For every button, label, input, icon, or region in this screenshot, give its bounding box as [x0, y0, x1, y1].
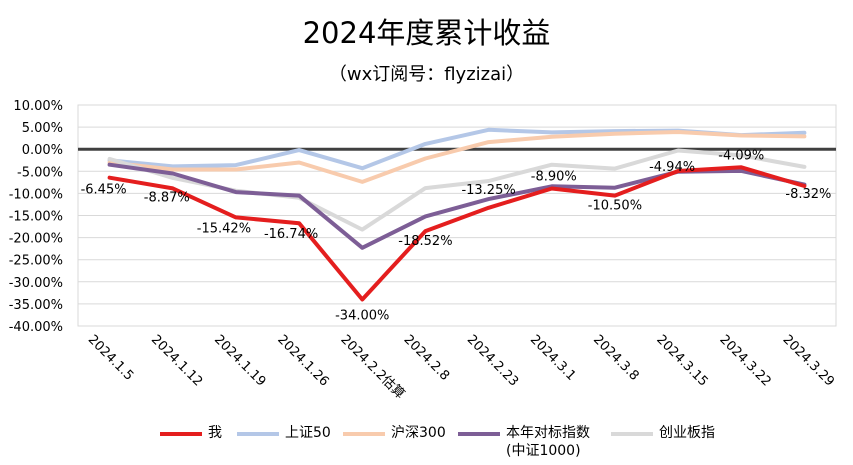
x-tick-label: 2024.1.19 [211, 332, 268, 389]
x-tick-label: 2024.1.5 [85, 332, 137, 384]
legend-swatch [458, 432, 500, 436]
chart-subtitle: （wx订阅号：flyzizai） [328, 64, 525, 85]
data-label: -4.94% [649, 160, 695, 175]
y-tick-label: 5.00% [22, 121, 63, 136]
legend-label: 上证50 [285, 425, 331, 441]
data-label: -16.74% [264, 227, 318, 242]
x-tick-label: 2024.3.22 [716, 332, 773, 389]
legend-swatch [611, 432, 653, 436]
data-label: -10.50% [588, 199, 642, 214]
y-tick-label: -10.00% [9, 187, 63, 202]
legend-label: 我 [208, 425, 222, 441]
legend-label: 本年对标指数 (中证1000) [506, 425, 590, 459]
data-label: -8.32% [785, 187, 831, 202]
chart-title: 2024年度累计收益 [302, 16, 551, 50]
legend-swatch [343, 432, 385, 436]
series-line [107, 165, 807, 302]
x-tick-label: 2024.1.26 [274, 332, 331, 389]
x-tick-label: 2024.1.12 [148, 332, 205, 389]
data-label: -8.90% [531, 170, 577, 185]
legend-item: 本年对标指数 (中证1000) [458, 424, 590, 460]
legend-item: 创业板指 [611, 424, 715, 442]
data-label: -13.25% [461, 183, 515, 198]
legend: 我 上证50 沪深300 本年对标指数 (中证1000) 创业板指 [0, 424, 853, 464]
y-tick-label: -15.00% [9, 210, 63, 225]
plot-border [77, 104, 837, 327]
series-line [107, 130, 807, 184]
plot-area: 10.00% 5.00% 0.00% -5.00% -10.00% -15.00% -20.… [9, 99, 837, 402]
legend-swatch [160, 432, 202, 436]
legend-label: 沪深300 [391, 425, 446, 441]
data-label: -6.45% [81, 183, 127, 198]
data-label: -34.00% [335, 308, 389, 323]
x-tick-label: 2024.3.8 [590, 332, 642, 384]
y-tick-label: 0.00% [22, 143, 63, 158]
data-label: -8.87% [144, 190, 190, 205]
legend-label: 创业板指 [659, 425, 715, 441]
y-tick-label: -25.00% [9, 254, 63, 269]
y-tick-label: -5.00% [17, 165, 63, 180]
data-label: -18.52% [398, 234, 452, 249]
legend-item: 我 [160, 424, 222, 442]
y-tick-label: -30.00% [9, 276, 63, 291]
y-tick-label: -35.00% [9, 298, 63, 313]
x-tick-label: 2024.3.1 [527, 332, 579, 384]
legend-item: 沪深300 [343, 424, 446, 442]
x-tick-label: 2024.3.15 [653, 332, 710, 389]
x-tick-label: 2024.2.23 [464, 332, 521, 389]
x-tick-label: 2024.2.8 [401, 332, 453, 384]
x-tick-label: 2024.3.29 [780, 332, 837, 389]
y-tick-label: -40.00% [9, 320, 63, 335]
data-label: -4.09% [718, 148, 764, 163]
y-tick-label: 10.00% [13, 99, 63, 114]
legend-swatch [237, 432, 279, 436]
x-tick-label: 2024.2.2估算 [337, 332, 407, 402]
y-tick-label: -20.00% [9, 232, 63, 247]
legend-item: 上证50 [237, 424, 331, 442]
data-label: -15.42% [197, 221, 251, 236]
